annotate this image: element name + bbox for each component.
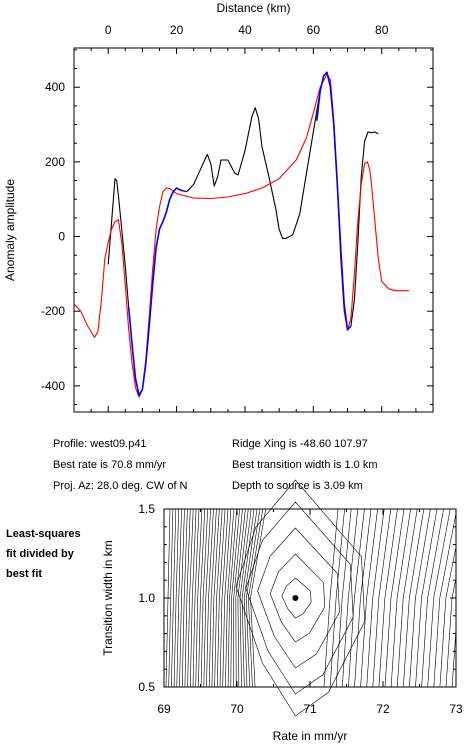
x-tick-label: 70: [230, 702, 244, 716]
model-profile-line: [73, 73, 410, 398]
ridge-crossing-text: Ridge Xing is -48.60 107.97: [232, 438, 368, 450]
y-tick-label: 200: [45, 155, 65, 169]
y-tick-label: 400: [45, 80, 65, 94]
x-tick-label: 20: [170, 23, 184, 37]
contour-line: [245, 508, 261, 688]
contour-line: [348, 508, 365, 688]
contour-plot-frame: [163, 508, 457, 688]
contour-caption: Least-squares fit divided by best fit: [6, 528, 81, 580]
contour-line: [342, 508, 359, 688]
contour-line: [179, 508, 185, 688]
contour-line: [225, 508, 235, 688]
contour-mask-left: [0, 469, 164, 727]
contour-line: [237, 508, 249, 688]
contour-line: [403, 508, 425, 688]
contour-line: [323, 508, 339, 688]
contour-line: [171, 508, 177, 688]
contour-line: [208, 508, 217, 688]
contour-line: [168, 508, 174, 688]
contour-line: [415, 508, 438, 688]
x-tick-label: 73: [449, 702, 463, 716]
contour-line: [372, 508, 392, 688]
x-tick-label: 60: [307, 23, 321, 37]
contour-line: [250, 508, 266, 688]
contour-line: [390, 508, 411, 688]
contour-line: [176, 508, 182, 688]
contour-line: [227, 508, 237, 688]
contour-line: [219, 508, 229, 688]
contour-line: [409, 508, 431, 688]
fitted-segment-right-line: [316, 71, 352, 331]
y-tick-label: 0: [58, 230, 65, 244]
contour-loop: [269, 553, 326, 643]
x-axis-title: Rate in mm/yr: [273, 729, 348, 743]
contour-line: [206, 508, 214, 688]
contour-line: [187, 508, 194, 688]
x-tick-label: 40: [238, 23, 252, 37]
profile-text: Profile: west09.p41: [53, 438, 147, 450]
contour-line: [203, 508, 211, 688]
contour-line: [217, 508, 226, 688]
contour-line: [360, 508, 378, 688]
y-axis-title: Transition width in km: [101, 540, 115, 656]
contour-line: [396, 508, 418, 688]
contour-line: [433, 508, 458, 688]
x-tick-label: 0: [105, 23, 112, 37]
contour-line: [198, 508, 206, 688]
profile-plot-frame: [73, 47, 434, 413]
best-width-text: Best transition width is 1.0 km: [232, 459, 378, 471]
x-tick-label: 69: [157, 702, 171, 716]
contour-loop: [245, 501, 354, 695]
contour-line: [421, 508, 444, 688]
contour-line: [427, 508, 451, 688]
y-axis-title: Anomaly amplitude: [3, 179, 17, 281]
contour-line: [200, 508, 208, 688]
contour-line: [378, 508, 398, 688]
contour-line: [241, 508, 255, 688]
contour-line: [248, 508, 264, 688]
contour-line: [230, 508, 240, 688]
contour-line: [181, 508, 188, 688]
contour-line: [195, 508, 203, 688]
contour-line: [184, 508, 191, 688]
contour-line: [211, 508, 220, 688]
y-tick-label: -200: [41, 304, 65, 318]
contour-loop: [281, 577, 312, 619]
depth-text: Depth to source is 3.09 km: [232, 480, 363, 492]
contour-line: [335, 508, 352, 688]
contour-line: [190, 508, 197, 688]
y-tick-label: 0.5: [138, 680, 155, 694]
contour-line: [233, 508, 243, 688]
contour-lines: [165, 479, 467, 717]
contour-line: [192, 508, 200, 688]
contour-loop: [235, 479, 366, 717]
projection-azimuth-text: Proj. Az: 28.0 deg. CW of N: [53, 480, 188, 492]
x-tick-label: 80: [375, 23, 389, 37]
contour-line: [235, 508, 246, 688]
observed-profile-line: [107, 71, 379, 396]
y-tick-label: 1.5: [138, 502, 155, 516]
x-tick-label: 72: [376, 702, 390, 716]
y-tick-label: 1.0: [138, 591, 155, 605]
contour-line: [354, 508, 372, 688]
contour-line: [243, 508, 258, 688]
best-fit-point: [292, 595, 299, 601]
x-tick-label: 71: [303, 702, 317, 716]
contour-line: [173, 508, 179, 688]
contour-line: [214, 508, 223, 688]
fitted-segment-left-line: [127, 187, 184, 396]
contour-line: [222, 508, 232, 688]
contour-mask-right: [456, 499, 467, 697]
y-tick-label: -400: [41, 379, 65, 393]
best-rate-text: Best rate is 70.8 mm/yr: [53, 459, 167, 471]
contour-loop: [257, 527, 340, 669]
x-axis-title: Distance (km): [216, 1, 290, 15]
contour-line: [366, 508, 385, 688]
contour-line: [384, 508, 405, 688]
